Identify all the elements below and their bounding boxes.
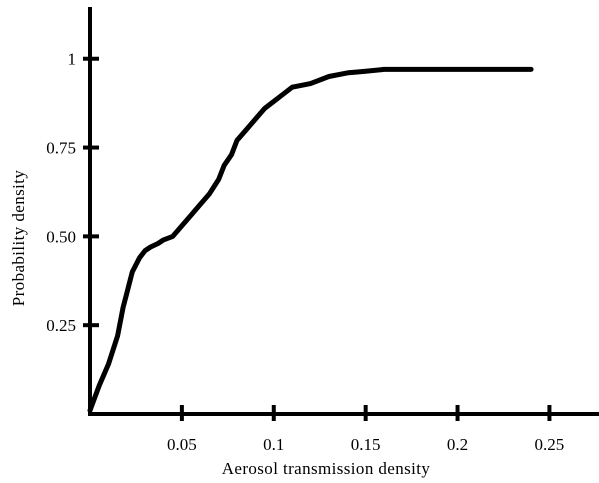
x-tick-label: 0.15 bbox=[351, 435, 381, 454]
y-tick-label: 1 bbox=[68, 50, 77, 69]
x-tick-label: 0.05 bbox=[167, 435, 197, 454]
axes bbox=[88, 7, 599, 416]
series bbox=[87, 66, 534, 413]
x-tick-label: 0.1 bbox=[263, 435, 284, 454]
y-tick-label: 0.50 bbox=[46, 227, 76, 246]
x-tick-label: 0.2 bbox=[447, 435, 468, 454]
ticks bbox=[83, 56, 552, 421]
y-axis-title: Probability density bbox=[9, 170, 28, 307]
tick-labels: 0.05 0.1 0.15 0.2 0.25 0.25 0.50 0.75 1 bbox=[46, 50, 564, 454]
series-line bbox=[87, 66, 534, 413]
y-tick-label: 0.25 bbox=[46, 316, 76, 335]
x-tick-label: 0.25 bbox=[535, 435, 565, 454]
y-tick-label: 0.75 bbox=[46, 139, 76, 158]
x-axis-title: Aerosol transmission density bbox=[222, 459, 431, 478]
